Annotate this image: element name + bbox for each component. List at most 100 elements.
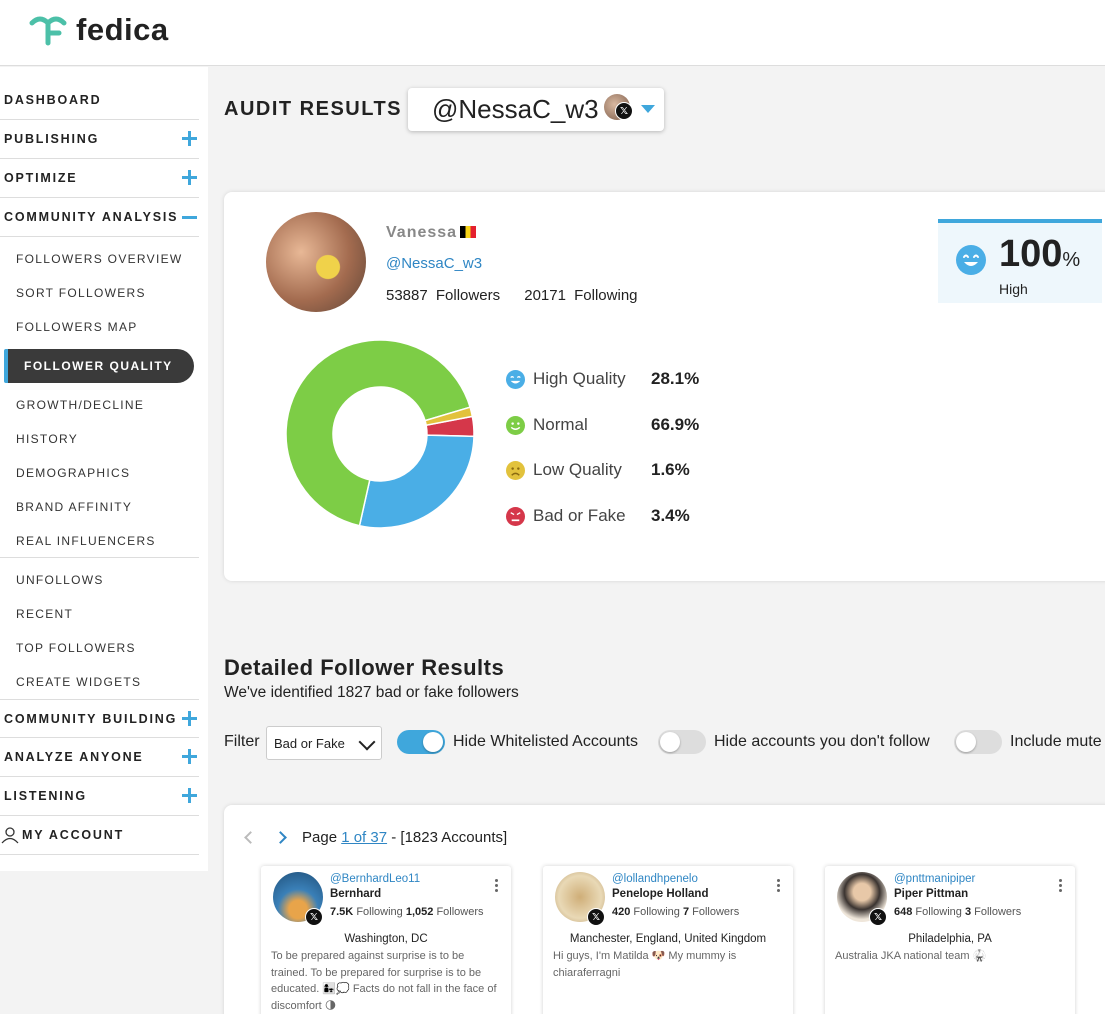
chevron-left-icon[interactable] — [244, 831, 257, 844]
nav-section-label: OPTIMIZE — [4, 171, 78, 185]
nav-my-account[interactable]: MY ACCOUNT — [0, 816, 199, 855]
hide-whitelisted-toggle[interactable] — [397, 730, 445, 754]
hide-not-followed-toggle[interactable] — [658, 730, 706, 754]
score-unit: % — [1062, 249, 1081, 271]
more-options-icon[interactable] — [1059, 879, 1062, 892]
sidebar-item-sort-followers[interactable]: SORT FOLLOWERS — [16, 286, 146, 300]
sad-face-icon — [506, 460, 525, 480]
nav-dashboard[interactable]: DASHBOARD — [0, 81, 199, 120]
hide-not-followed-label: Hide accounts you don't follow — [714, 733, 930, 750]
follower-card[interactable]: 𝕏 @BernhardLeo11 Bernhard 7.5K Following… — [261, 866, 511, 1014]
follower-card[interactable]: 𝕏 @pnttmanipiper Piper Pittman 648 Follo… — [825, 866, 1075, 1014]
follower-bio: To be prepared against surprise is to be… — [271, 950, 497, 1012]
slice-high-quality[interactable] — [358, 434, 475, 529]
pager-suffix: - [1823 Accounts] — [387, 829, 508, 846]
followers-label: Followers — [435, 287, 501, 304]
sidebar-item-create-widgets[interactable]: CREATE WIDGETS — [16, 675, 142, 689]
followers-count: 53887 — [386, 287, 428, 304]
expand-plus-icon[interactable] — [182, 749, 197, 764]
follower-stats: 7.5K Following 1,052 Followers — [330, 906, 484, 918]
expand-plus-icon[interactable] — [182, 788, 197, 803]
quality-score-label: High — [999, 281, 1028, 297]
fedica-logo[interactable]: fedica — [28, 12, 169, 48]
following-count: 7.5K — [330, 906, 354, 918]
slice-normal[interactable] — [285, 339, 472, 527]
follower-card[interactable]: 𝕏 @lollandhpenelo Penelope Holland 420 F… — [543, 866, 793, 1014]
expand-plus-icon[interactable] — [182, 170, 197, 185]
detailed-results-title: Detailed Follower Results — [224, 655, 505, 680]
followers-count: 3 — [964, 906, 972, 918]
legend-value: 1.6% — [651, 460, 690, 479]
following-label: Following — [574, 287, 638, 304]
follower-handle[interactable]: @pnttmanipiper — [894, 873, 976, 885]
sidebar-item-unfollows[interactable]: UNFOLLOWS — [16, 573, 104, 587]
nav-section-label: PUBLISHING — [4, 132, 100, 146]
nav-section-label: LISTENING — [4, 789, 87, 803]
angry-face-icon — [506, 506, 525, 526]
include-muted-label: Include mute — [1010, 733, 1102, 750]
follower-handle[interactable]: @BernhardLeo11 — [330, 873, 421, 885]
sidebar: DASHBOARD PUBLISHING OPTIMIZE COMMUNITY … — [0, 67, 208, 871]
sidebar-item-demographics[interactable]: DEMOGRAPHICS — [16, 466, 131, 480]
sidebar-item-recent[interactable]: RECENT — [16, 607, 74, 621]
followers-label: Followers — [692, 906, 740, 918]
sidebar-item-followers-map[interactable]: FOLLOWERS MAP — [16, 320, 138, 334]
sidebar-item-top-followers[interactable]: TOP FOLLOWERS — [16, 641, 136, 655]
follower-location: Washington, DC — [344, 933, 428, 945]
nav-publishing[interactable]: PUBLISHING — [0, 120, 199, 159]
chevron-right-icon[interactable] — [274, 831, 287, 844]
nav-listening[interactable]: LISTENING — [0, 777, 199, 816]
more-options-icon[interactable] — [495, 879, 498, 892]
chevron-down-icon — [358, 733, 376, 751]
following-label: Following — [356, 906, 403, 918]
expand-plus-icon[interactable] — [182, 131, 197, 146]
profile-handle[interactable]: @NessaC_w3 — [386, 255, 483, 272]
selected-account-handle: @NessaC_w3 — [432, 94, 599, 124]
nav-section-label: ANALYZE ANYONE — [4, 750, 144, 764]
follower-stats: 648 Following 3 Followers — [894, 906, 1021, 918]
nav-section-label: COMMUNITY BUILDING — [4, 711, 178, 726]
profile-counts: 53887 Followers 20171 Following — [386, 287, 642, 304]
follower-handle[interactable]: @lollandhpenelo — [612, 873, 698, 885]
expand-plus-icon[interactable] — [182, 711, 197, 726]
top-bar: fedica — [0, 0, 1105, 66]
nav-community-analysis[interactable]: COMMUNITY ANALYSIS — [0, 198, 199, 237]
profile-display-name: Vanessa — [386, 224, 477, 242]
nav-analyze-anyone[interactable]: ANALYZE ANYONE — [0, 738, 199, 777]
legend-value: 3.4% — [651, 506, 690, 525]
filter-select[interactable]: Bad or Fake — [266, 726, 382, 760]
page-link[interactable]: 1 of 37 — [341, 829, 388, 846]
include-muted-toggle[interactable] — [954, 730, 1002, 754]
chevron-down-icon[interactable] — [641, 105, 655, 113]
display-name-text: Vanessa — [386, 224, 458, 241]
nav-optimize[interactable]: OPTIMIZE — [0, 159, 199, 198]
nav-community-building[interactable]: COMMUNITY BUILDING — [0, 699, 199, 738]
followers-label: Followers — [436, 906, 484, 918]
follower-name: Penelope Holland — [612, 888, 709, 900]
legend-label: High Quality — [533, 369, 626, 388]
sidebar-item-follower-quality[interactable]: FOLLOWER QUALITY — [4, 349, 194, 383]
sidebar-divider — [0, 557, 199, 558]
account-selector[interactable]: @NessaC_w3 𝕏 — [408, 88, 664, 131]
hide-whitelisted-label: Hide Whitelisted Accounts — [453, 733, 638, 750]
slice-low-quality[interactable] — [424, 406, 474, 427]
belgium-flag-icon — [460, 226, 477, 238]
follower-results-card: Page 1 of 37 - [1823 Accounts] 𝕏 @Bernha… — [224, 805, 1105, 1014]
brand-name: fedica — [76, 12, 169, 47]
sidebar-item-history[interactable]: HISTORY — [16, 432, 79, 446]
sidebar-item-growth-decline[interactable]: GROWTH/DECLINE — [16, 398, 145, 412]
nav-section-label: COMMUNITY ANALYSIS — [4, 210, 179, 224]
pager: Page 1 of 37 - [1823 Accounts] — [302, 829, 507, 846]
follower-location: Manchester, England, United Kingdom — [569, 933, 767, 945]
fedica-logo-icon — [29, 16, 67, 46]
sidebar-item-real-influencers[interactable]: REAL INFLUENCERS — [16, 534, 156, 548]
followers-count: 7 — [682, 906, 690, 918]
smile-face-icon — [506, 415, 525, 435]
more-options-icon[interactable] — [777, 879, 780, 892]
sidebar-item-brand-affinity[interactable]: BRAND AFFINITY — [16, 500, 133, 514]
follower-name: Bernhard — [330, 888, 382, 900]
follower-bio: Hi guys, I'm Matilda 🐶 My mummy is chiar… — [553, 950, 737, 979]
profile-avatar — [266, 212, 366, 312]
collapse-minus-icon[interactable] — [182, 216, 197, 219]
sidebar-item-followers-overview[interactable]: FOLLOWERS OVERVIEW — [16, 252, 183, 266]
